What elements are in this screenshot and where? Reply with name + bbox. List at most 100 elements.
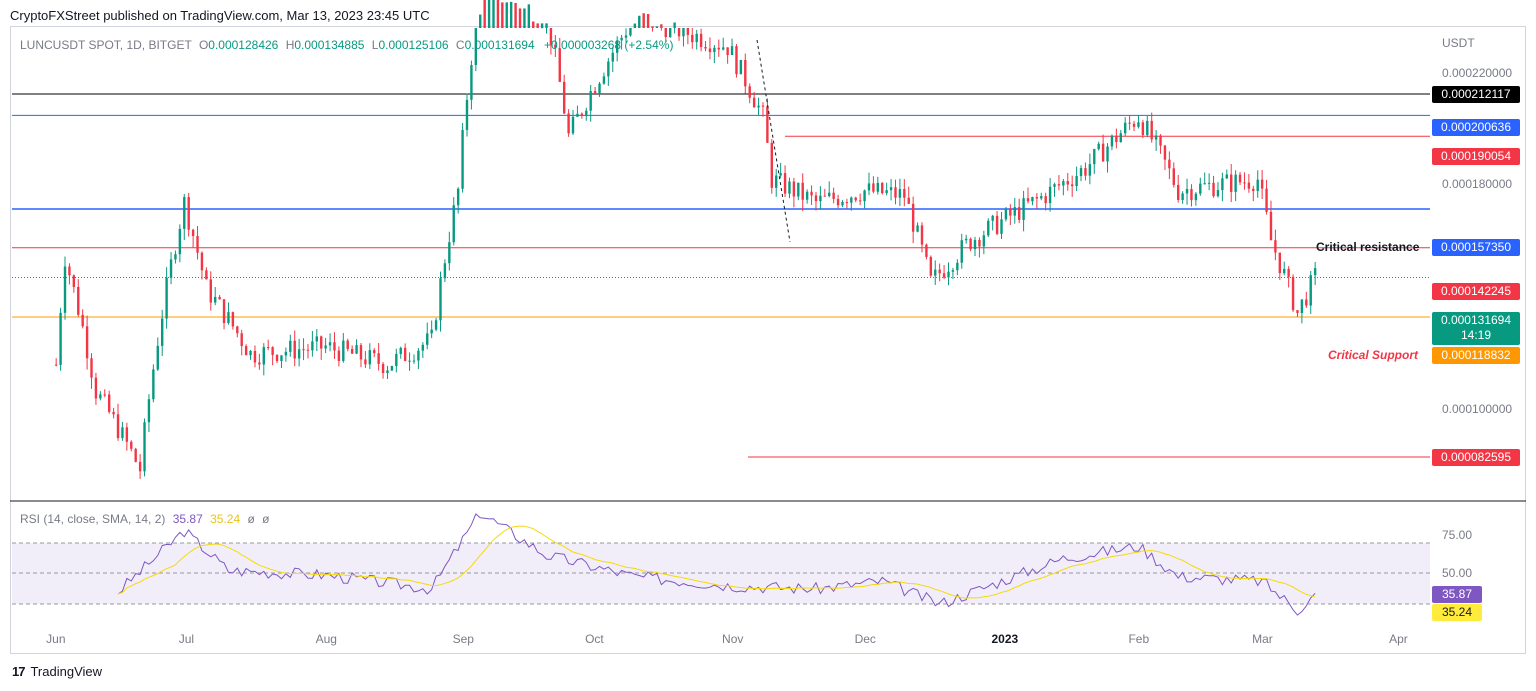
candle-body (267, 347, 270, 349)
candle-body (1057, 184, 1061, 186)
tradingview-brand: TradingView (30, 664, 103, 679)
candle-body (236, 326, 239, 334)
candle-body (222, 299, 226, 324)
candle-body (1296, 310, 1299, 314)
candle-body (828, 192, 831, 197)
rsi-sma-value: 35.24 (210, 512, 241, 526)
candle-body (289, 340, 292, 352)
candle-body (1097, 143, 1100, 150)
chart-frame (10, 26, 1526, 654)
candle-body (642, 13, 645, 28)
candle-body (1154, 135, 1158, 140)
candle-body (456, 188, 460, 206)
critical-support-label: Critical Support (1328, 348, 1419, 362)
candle-body (1150, 120, 1153, 140)
time-tick: Apr (1389, 632, 1408, 646)
candle-body (1269, 211, 1273, 241)
currency-label: USDT (1442, 36, 1475, 50)
candle-body (103, 394, 106, 396)
candle-body (536, 23, 539, 28)
candle-body (1044, 196, 1047, 204)
candle-body (156, 345, 159, 370)
rsi-level-50: 50.00 (1442, 566, 1473, 580)
candle-body (638, 15, 641, 28)
candle-body (1260, 179, 1264, 189)
candle-body (306, 349, 310, 351)
candle-body (205, 270, 208, 280)
candle-body (540, 23, 544, 28)
time-tick: Sep (452, 632, 474, 646)
high-value: 0.000134885 (294, 38, 365, 52)
high-label: H (285, 38, 295, 52)
horizontal-levels (12, 93, 1430, 458)
candle-body (147, 399, 151, 423)
change-value: +0.000003268 (+2.54%) (544, 38, 674, 52)
candle-body (1243, 182, 1246, 184)
rsi-series (117, 513, 1316, 616)
candle-body (258, 362, 261, 365)
candle-body (704, 46, 707, 49)
candle-body (730, 46, 734, 56)
candle-body (68, 266, 71, 276)
rsi-line (117, 513, 1316, 616)
candle-body (797, 182, 800, 197)
candle-body (1252, 188, 1255, 192)
candle-body (1185, 188, 1189, 194)
candle-body (562, 81, 566, 114)
candle-body (240, 333, 243, 347)
symbol-name: LUNCUSDT SPOT, 1D, BITGET (20, 38, 192, 52)
rsi-extra-1: ø (247, 512, 255, 526)
candle-body (823, 195, 827, 197)
candle-body (620, 37, 623, 41)
candle-body (1141, 122, 1145, 136)
candle-body (302, 349, 305, 351)
candle-body (107, 394, 111, 412)
candle-body (881, 182, 884, 194)
symbol-legend: LUNCUSDT SPOT, 1D, BITGET O0.000128426 H… (20, 38, 673, 52)
candle-body (615, 40, 619, 53)
candle-body (191, 229, 195, 236)
candle-body (1225, 174, 1228, 179)
candle-body (938, 269, 941, 274)
candle-body (169, 259, 173, 278)
candle-body (474, 28, 478, 65)
candle-body (571, 116, 575, 134)
candle-body (942, 273, 946, 278)
candle-body (761, 105, 765, 107)
publisher-header: CryptoFXStreet published on TradingView.… (10, 8, 430, 23)
candle-body (748, 86, 751, 98)
candle-body (85, 326, 89, 359)
candle-body (907, 197, 910, 204)
candle-body (350, 348, 354, 354)
candle-body (227, 312, 230, 324)
candle-body (863, 190, 866, 202)
candle-body (664, 28, 667, 37)
candle-body (1106, 146, 1109, 162)
candle-body (355, 345, 358, 354)
candle-body (1101, 143, 1105, 162)
candle-body (695, 33, 698, 43)
candle-body (1305, 299, 1308, 306)
candle-body (995, 215, 999, 234)
candle-body (1062, 181, 1065, 186)
candle-body (854, 197, 857, 201)
candle-body (598, 83, 601, 94)
candle-body (346, 340, 349, 349)
candle-body (1256, 179, 1259, 192)
candle-body (280, 355, 283, 362)
trend-dash-line (756, 39, 791, 243)
candle-body (1212, 182, 1215, 197)
candle-body (1234, 174, 1237, 192)
candle-body (1190, 188, 1193, 201)
candle-body (978, 239, 981, 247)
candle-body (1035, 196, 1039, 199)
rsi-value: 35.87 (172, 512, 203, 526)
candle-body (1221, 178, 1224, 191)
candle-body (1194, 193, 1198, 201)
candle-body (686, 28, 690, 35)
candle-body (1274, 240, 1277, 253)
candle-body (54, 364, 58, 366)
time-tick: Mar (1252, 632, 1273, 646)
candle-body (783, 173, 787, 194)
